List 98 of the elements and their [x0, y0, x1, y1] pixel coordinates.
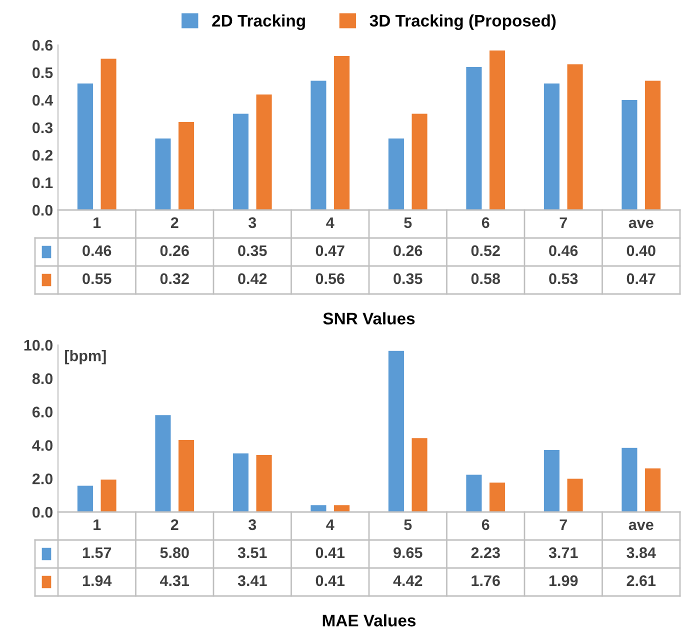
bar [544, 84, 560, 210]
bar [256, 94, 272, 210]
data-label: 0.32 [160, 273, 189, 284]
x-tick-label: 4 [326, 217, 334, 228]
x-tick-label: 5 [404, 217, 412, 228]
bar [310, 505, 326, 512]
data-label: 0.47 [316, 245, 344, 256]
bar [100, 58, 116, 210]
bar [466, 67, 482, 210]
x-tick-label: 3 [248, 217, 256, 228]
data-label: 0.53 [549, 273, 578, 284]
bar [77, 486, 93, 512]
y-tick-label: 0.0 [32, 506, 53, 518]
y-tick-label: 4.0 [32, 440, 53, 451]
legend-label: 2D Tracking [212, 14, 305, 30]
bar [645, 468, 661, 512]
bar [645, 80, 661, 210]
data-label: 0.56 [316, 273, 344, 284]
data-label: 0.26 [160, 245, 189, 256]
bar [490, 50, 506, 210]
data-label: 3.41 [238, 575, 267, 586]
data-label: 0.52 [471, 245, 500, 256]
data-label: 5.80 [160, 547, 189, 558]
bar [178, 440, 194, 512]
y-tick-label: 0.5 [32, 67, 53, 78]
bar [466, 474, 482, 512]
bar [310, 80, 326, 210]
bar [77, 84, 93, 210]
x-tick-label: 2 [170, 519, 178, 530]
x-tick-label: ave [628, 522, 654, 530]
legend-label: 3D Tracking (Proposed) [370, 14, 556, 30]
x-tick-label: 7 [560, 519, 567, 530]
bar [622, 100, 638, 210]
data-label: 0.35 [238, 245, 267, 256]
data-label: 0.26 [394, 245, 422, 256]
bar [622, 448, 638, 512]
y-tick-label: 0.1 [32, 177, 53, 188]
x-tick-label: 4 [326, 519, 334, 530]
bar [490, 482, 506, 512]
data-label: 0.40 [626, 245, 656, 256]
y-tick-label: 0.0 [32, 204, 53, 216]
y-tick-label: 0.3 [32, 122, 53, 134]
text: SNR Values [323, 312, 415, 324]
data-label: 0.42 [238, 273, 267, 284]
data-label: 0.35 [394, 273, 422, 284]
x-tick-label: 6 [482, 217, 490, 228]
y-tick-label: 0.6 [32, 40, 53, 51]
data-label: 2.23 [471, 547, 500, 558]
bar [178, 122, 194, 210]
x-tick-label: ave [628, 220, 654, 228]
y-tick-label: 6.0 [32, 406, 53, 418]
data-label: 4.42 [393, 575, 422, 586]
data-label: 0.47 [626, 273, 656, 284]
data-label: 0.46 [82, 245, 112, 256]
bar [567, 64, 583, 210]
bar [232, 114, 248, 210]
bar [544, 450, 560, 512]
bar [100, 480, 116, 512]
data-label: 0.46 [549, 245, 578, 256]
y-tick-label: 0.4 [32, 94, 54, 106]
data-label: 1.94 [82, 575, 112, 586]
x-tick-label: 7 [560, 217, 567, 228]
data-label: 1.57 [82, 547, 112, 558]
bar [412, 438, 428, 512]
x-tick-label: 3 [248, 519, 256, 530]
data-label: 2.61 [626, 575, 656, 586]
bar [232, 453, 248, 512]
y-tick-label: 8.0 [32, 373, 53, 384]
bar [412, 114, 428, 210]
bar [388, 138, 404, 210]
data-label: 0.41 [316, 575, 345, 586]
bar [256, 455, 272, 512]
y-tick-label: 10.0 [24, 340, 53, 351]
data-label: 9.65 [394, 547, 422, 558]
x-tick-label: 1 [94, 217, 101, 228]
data-label: 4.31 [160, 575, 190, 586]
bar [155, 415, 171, 512]
data-label: 3.51 [238, 547, 267, 558]
text: MAE Values [322, 614, 416, 626]
data-label: 0.55 [82, 273, 112, 284]
y-tick-label: 0.2 [32, 150, 53, 161]
bar [567, 478, 583, 512]
y-tick-label: 2.0 [32, 473, 53, 484]
data-label: 1.99 [549, 575, 578, 586]
data-label: 3.84 [626, 547, 656, 558]
bar [388, 350, 404, 512]
data-label: 1.76 [472, 575, 500, 586]
x-tick-label: 1 [94, 519, 101, 530]
x-tick-label: 2 [170, 217, 178, 228]
data-label: 3.71 [548, 547, 578, 558]
x-tick-label: 5 [404, 519, 412, 530]
bar [334, 56, 350, 210]
bar [155, 138, 171, 210]
data-label: 0.41 [316, 547, 345, 558]
data-label: 0.58 [471, 273, 500, 284]
y-axis-title: [bpm] [65, 350, 106, 364]
x-tick-label: 6 [482, 519, 490, 530]
bar [334, 505, 350, 512]
